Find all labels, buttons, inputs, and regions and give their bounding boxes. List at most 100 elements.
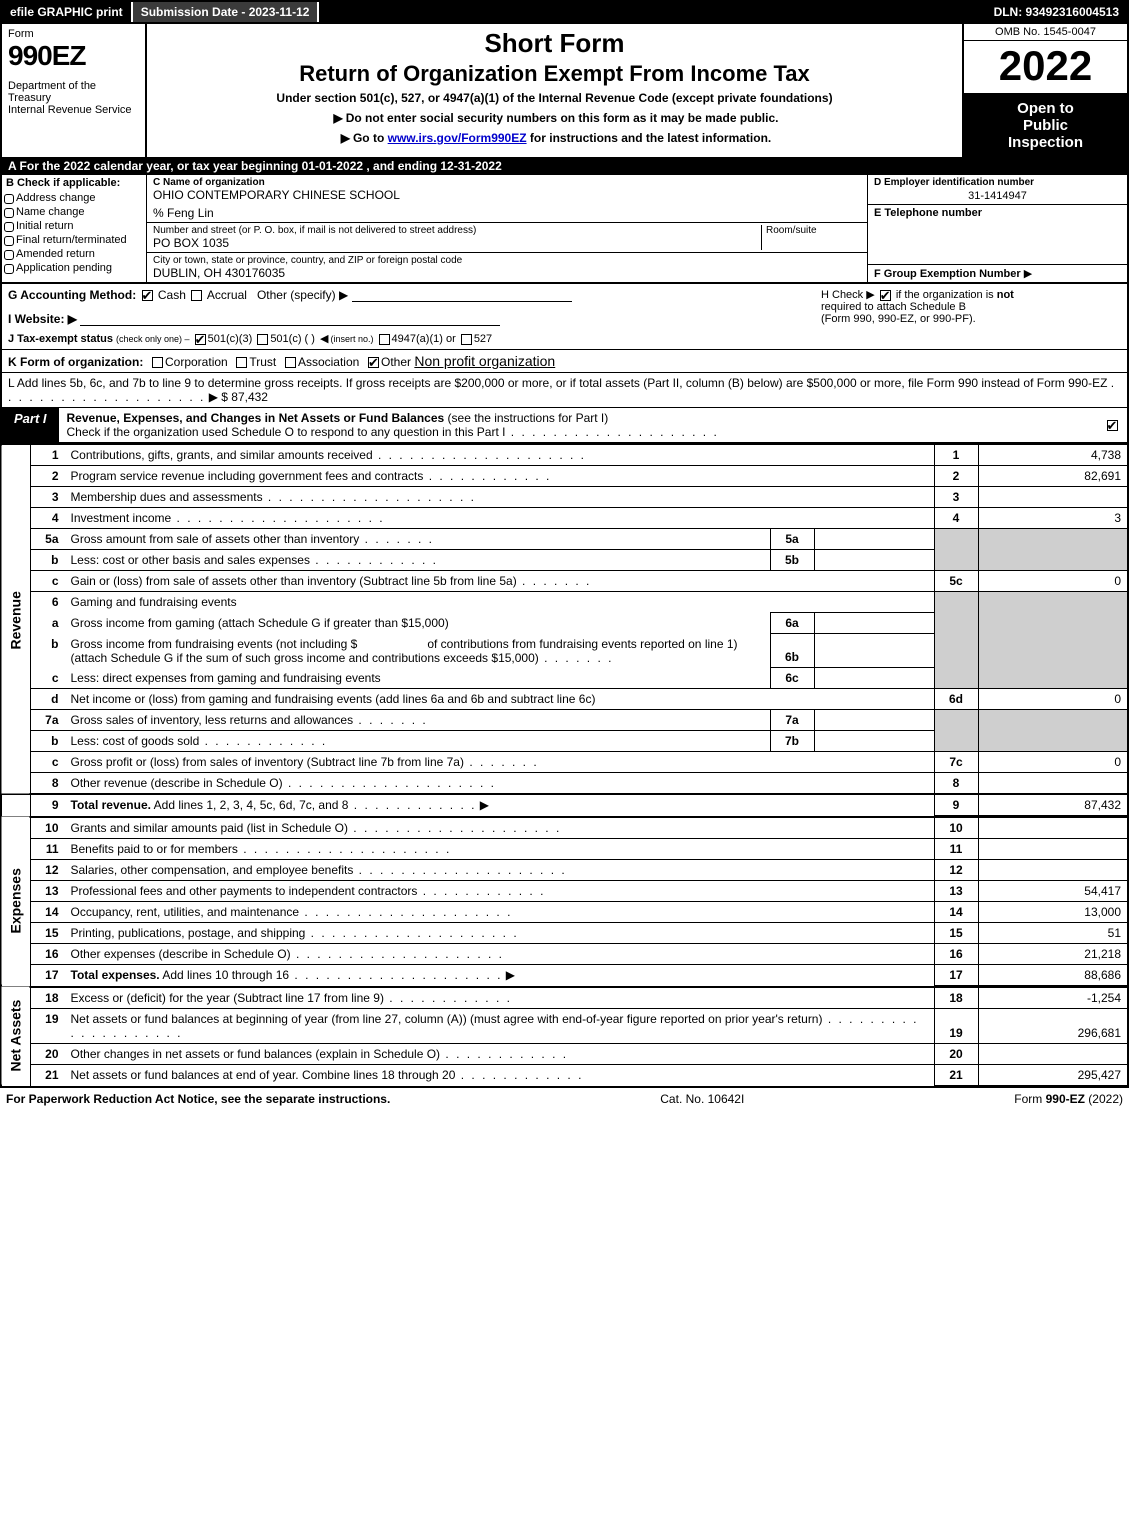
H-text4: (Form 990, 990-EZ, or 990-PF). bbox=[821, 313, 1121, 325]
ln-16-desc: Other expenses (describe in Schedule O) bbox=[65, 944, 935, 965]
K-other-value: Non profit organization bbox=[414, 353, 555, 369]
ln-7-val-grey bbox=[978, 710, 1128, 752]
ln-6a-subval bbox=[814, 613, 934, 634]
C-room-label: Room/suite bbox=[761, 225, 861, 250]
ln-6d-no: d bbox=[31, 689, 65, 710]
ln-18-no: 18 bbox=[31, 987, 65, 1009]
H-text1: H Check ▶ bbox=[821, 289, 875, 301]
section-E: E Telephone number bbox=[868, 205, 1127, 265]
ln-20-desc: Other changes in net assets or fund bala… bbox=[65, 1044, 935, 1065]
B-final-return[interactable]: Final return/terminated bbox=[2, 233, 146, 247]
part-I-check-line: Check if the organization used Schedule … bbox=[67, 425, 506, 439]
ln-21-num: 21 bbox=[934, 1065, 978, 1086]
ln-8-no: 8 bbox=[31, 773, 65, 795]
form-word: Form bbox=[8, 28, 139, 40]
D-label: D Employer identification number bbox=[874, 177, 1121, 188]
G-other-input[interactable] bbox=[352, 288, 572, 302]
line-A: A For the 2022 calendar year, or tax yea… bbox=[0, 157, 1129, 175]
ln-1-num: 1 bbox=[934, 445, 978, 466]
ln-5-num-grey bbox=[934, 529, 978, 571]
tax-year: 2022 bbox=[964, 41, 1127, 94]
ln-18-val: -1,254 bbox=[978, 987, 1128, 1009]
footer-mid: Cat. No. 10642I bbox=[660, 1092, 744, 1106]
header-center: Short Form Return of Organization Exempt… bbox=[147, 24, 962, 157]
ln-20-no: 20 bbox=[31, 1044, 65, 1065]
J-501c-checkbox[interactable] bbox=[257, 334, 268, 345]
part-I-title-rest: (see the instructions for Part I) bbox=[444, 411, 608, 425]
E-label: E Telephone number bbox=[874, 207, 1121, 219]
ln-11-num: 11 bbox=[934, 839, 978, 860]
J-hint: (check only one) ‒ bbox=[116, 334, 190, 344]
ln-4-desc: Investment income bbox=[65, 508, 935, 529]
ln-19-num: 19 bbox=[934, 1009, 978, 1044]
ln-1-val: 4,738 bbox=[978, 445, 1128, 466]
ln-14-val: 13,000 bbox=[978, 902, 1128, 923]
J-label: J Tax-exempt status bbox=[8, 333, 113, 345]
J-501c3-checkbox[interactable] bbox=[195, 334, 206, 345]
K-corporation-checkbox[interactable] bbox=[152, 357, 163, 368]
ln-5a-no: 5a bbox=[31, 529, 65, 550]
ln-16-no: 16 bbox=[31, 944, 65, 965]
ln-13-val: 54,417 bbox=[978, 881, 1128, 902]
ln-5c-no: c bbox=[31, 571, 65, 592]
ln-13-desc: Professional fees and other payments to … bbox=[65, 881, 935, 902]
B-application-pending[interactable]: Application pending bbox=[2, 261, 146, 275]
ln-6d-val: 0 bbox=[978, 689, 1128, 710]
L-amount: $ 87,432 bbox=[221, 390, 268, 404]
ln-12-desc: Salaries, other compensation, and employ… bbox=[65, 860, 935, 881]
ln-18-num: 18 bbox=[934, 987, 978, 1009]
B-initial-return[interactable]: Initial return bbox=[2, 219, 146, 233]
B-name-change[interactable]: Name change bbox=[2, 205, 146, 219]
ln-6c-subno: 6c bbox=[770, 668, 814, 689]
ln-2-num: 2 bbox=[934, 466, 978, 487]
ln-11-no: 11 bbox=[31, 839, 65, 860]
submission-date-button[interactable]: Submission Date - 2023-11-12 bbox=[133, 2, 320, 22]
G-cash-checkbox[interactable] bbox=[142, 290, 153, 301]
ln-6-desc: Gaming and fundraising events bbox=[65, 592, 935, 613]
ln-20-num: 20 bbox=[934, 1044, 978, 1065]
ln-9-desc: Total revenue. Add lines 1, 2, 3, 4, 5c,… bbox=[65, 794, 935, 816]
form-header: Form 990EZ Department of the Treasury In… bbox=[0, 24, 1129, 157]
F-label: F Group Exemption Number bbox=[874, 268, 1021, 280]
ln-3-desc: Membership dues and assessments bbox=[65, 487, 935, 508]
ln-6b-subno: 6b bbox=[770, 634, 814, 668]
ln-6d-desc: Net income or (loss) from gaming and fun… bbox=[65, 689, 935, 710]
netassets-sidelabel: Net Assets bbox=[1, 987, 31, 1086]
J-4947-checkbox[interactable] bbox=[379, 334, 390, 345]
ln-5a-subno: 5a bbox=[770, 529, 814, 550]
H-checkbox[interactable] bbox=[880, 290, 891, 301]
ln-15-val: 51 bbox=[978, 923, 1128, 944]
I-website-input[interactable] bbox=[80, 312, 500, 326]
B-address-change[interactable]: Address change bbox=[2, 191, 146, 205]
K-corporation-label: Corporation bbox=[165, 355, 228, 369]
C-name-row: C Name of organization OHIO CONTEMPORARY… bbox=[147, 175, 867, 223]
B-amended-return[interactable]: Amended return bbox=[2, 247, 146, 261]
part-I-checkbox[interactable] bbox=[1107, 420, 1118, 431]
ln-3-no: 3 bbox=[31, 487, 65, 508]
ln-14-no: 14 bbox=[31, 902, 65, 923]
expenses-sidelabel: Expenses bbox=[1, 817, 31, 986]
ln-5b-subno: 5b bbox=[770, 550, 814, 571]
ln-12-no: 12 bbox=[31, 860, 65, 881]
section-DEF: D Employer identification number 31-1414… bbox=[867, 175, 1127, 282]
K-association-checkbox[interactable] bbox=[285, 357, 296, 368]
goto-prefix: Go to bbox=[353, 131, 388, 145]
J-527-checkbox[interactable] bbox=[461, 334, 472, 345]
ln-7a-subno: 7a bbox=[770, 710, 814, 731]
ln-11-desc: Benefits paid to or for members bbox=[65, 839, 935, 860]
irs-link[interactable]: www.irs.gov/Form990EZ bbox=[388, 131, 527, 145]
H-text2: if the organization is bbox=[896, 289, 997, 301]
G-label: G Accounting Method: bbox=[8, 288, 136, 302]
K-other-checkbox[interactable] bbox=[368, 357, 379, 368]
K-trust-checkbox[interactable] bbox=[236, 357, 247, 368]
ln-9-num: 9 bbox=[934, 794, 978, 816]
ln-6-val-grey bbox=[978, 592, 1128, 689]
ln-6d-num: 6d bbox=[934, 689, 978, 710]
G-other-label: Other (specify) bbox=[257, 288, 336, 302]
G-accrual-checkbox[interactable] bbox=[191, 290, 202, 301]
ssn-warning-text: Do not enter social security numbers on … bbox=[346, 111, 779, 125]
under-section: Under section 501(c), 527, or 4947(a)(1)… bbox=[153, 91, 956, 105]
ln-16-val: 21,218 bbox=[978, 944, 1128, 965]
footer-right: Form 990-EZ (2022) bbox=[1014, 1092, 1123, 1106]
efile-print-button[interactable]: efile GRAPHIC print bbox=[2, 2, 133, 22]
